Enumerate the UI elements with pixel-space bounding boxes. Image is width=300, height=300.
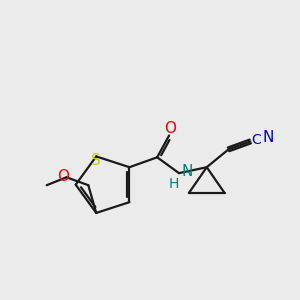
Text: H: H bbox=[169, 177, 179, 191]
Text: N: N bbox=[262, 130, 274, 145]
Text: C: C bbox=[251, 134, 261, 148]
Text: O: O bbox=[58, 169, 70, 184]
Text: O: O bbox=[164, 121, 176, 136]
Text: N: N bbox=[181, 164, 193, 179]
Text: S: S bbox=[92, 153, 101, 168]
